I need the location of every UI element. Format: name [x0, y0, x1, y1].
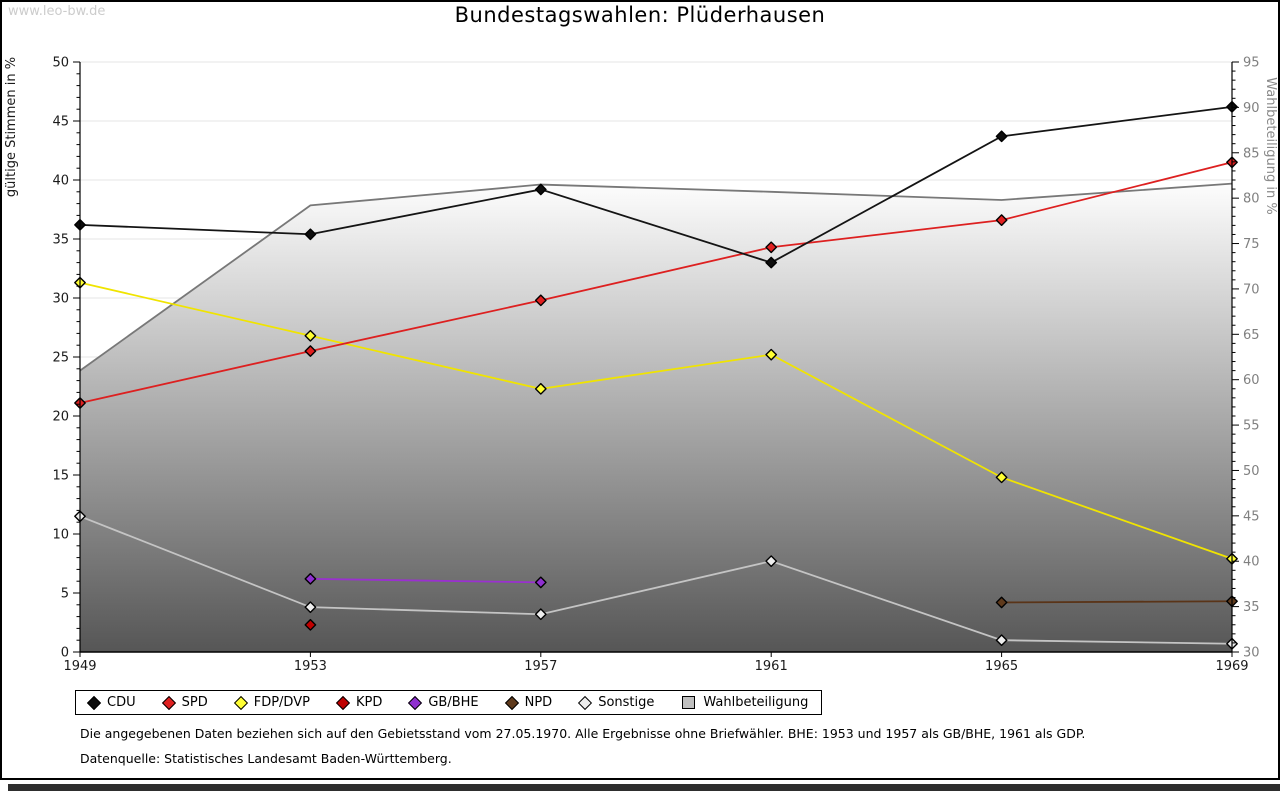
right-axis: 30 35 40 45 50 55 60 65 70 75 80 85 90 95Wahlbeteilig… — [1232, 56, 1278, 661]
left-axis-title: gültige Stimmen in % — [4, 57, 19, 197]
svg-text:45: 45 — [52, 115, 69, 130]
svg-text:35: 35 — [1243, 600, 1260, 615]
legend-label: SPD — [181, 695, 208, 710]
legend-diamond-marker — [408, 695, 423, 710]
data-point — [534, 382, 547, 395]
data-point — [995, 634, 1008, 647]
svg-text:70: 70 — [1243, 282, 1260, 297]
legend-diamond-marker — [335, 695, 351, 710]
legend-label: CDU — [107, 695, 136, 710]
data-point — [765, 241, 778, 254]
data-point — [534, 183, 547, 196]
election-line-chart: 0 5 10 15 20 25 30 35 40 45 50 gültige Stimmen in %… — [4, 56, 1278, 675]
legend-label: Wahlbeteiligung — [703, 695, 809, 710]
svg-text:35: 35 — [52, 233, 69, 248]
svg-text:40: 40 — [52, 174, 69, 189]
svg-text:25: 25 — [52, 351, 69, 366]
svg-text:1957: 1957 — [524, 659, 557, 674]
svg-text:5: 5 — [61, 587, 69, 602]
svg-text:40: 40 — [1243, 555, 1260, 570]
site-watermark: www.leo-bw.de — [8, 4, 106, 19]
series-gb-bhe — [304, 572, 547, 589]
svg-text:50: 50 — [52, 56, 69, 71]
data-point — [995, 130, 1008, 143]
data-point — [534, 608, 547, 621]
series-fdp-dvp — [74, 276, 1238, 565]
data-point — [995, 596, 1008, 609]
svg-text:45: 45 — [1243, 509, 1260, 524]
svg-text:85: 85 — [1243, 146, 1260, 161]
data-point — [304, 572, 317, 585]
svg-text:15: 15 — [52, 469, 69, 484]
data-point — [765, 256, 778, 269]
svg-text:1965: 1965 — [985, 659, 1018, 674]
legend-label: Sonstige — [598, 695, 655, 710]
svg-text:1961: 1961 — [755, 659, 788, 674]
legend-item-gb-bhe: GB/BHE — [408, 695, 479, 710]
legend-diamond-marker — [233, 695, 248, 710]
data-point — [304, 618, 317, 631]
legend-item-kpd: KPD — [335, 695, 383, 710]
legend-diamond-marker — [86, 695, 102, 710]
legend-diamond-marker — [161, 695, 176, 710]
series-kpd — [304, 618, 317, 631]
svg-text:80: 80 — [1243, 192, 1260, 207]
legend-item-fdp-dvp: FDP/DVP — [233, 695, 310, 710]
svg-text:20: 20 — [52, 410, 69, 425]
right-axis-title: Wahlbeteiligung in % — [1263, 77, 1278, 214]
footnote-data-source: Datenquelle: Statistisches Landesamt Bad… — [80, 751, 452, 766]
data-point — [304, 329, 317, 342]
legend-diamond-marker — [578, 695, 593, 710]
data-point — [304, 345, 317, 357]
legend-label: FDP/DVP — [253, 695, 310, 710]
data-point — [995, 471, 1008, 484]
svg-text:1969: 1969 — [1215, 659, 1248, 674]
data-point — [534, 294, 547, 307]
data-point — [304, 601, 317, 614]
footnote-geo-note: Die angegebenen Daten beziehen sich auf … — [80, 726, 1086, 741]
legend-label: NPD — [524, 695, 553, 710]
svg-text:55: 55 — [1243, 419, 1260, 434]
legend-item-wahlbeteiligung: Wahlbeteiligung — [682, 695, 808, 710]
data-point — [995, 214, 1008, 227]
legend-label: GB/BHE — [428, 695, 479, 710]
data-point — [304, 228, 317, 241]
svg-text:30: 30 — [52, 292, 69, 307]
svg-text:90: 90 — [1243, 101, 1260, 116]
series-spd — [74, 156, 1238, 409]
svg-text:30: 30 — [1243, 646, 1260, 661]
left-axis: 0 5 10 15 20 25 30 35 40 45 50 gültige Stimmen in % — [4, 56, 80, 661]
legend-item-sonstige: Sonstige — [578, 695, 655, 710]
legend-item-cdu: CDU — [86, 695, 136, 710]
svg-text:60: 60 — [1243, 373, 1260, 388]
svg-text:65: 65 — [1243, 328, 1260, 343]
svg-text:1949: 1949 — [63, 659, 96, 674]
data-point — [534, 576, 547, 589]
svg-text:0: 0 — [61, 646, 69, 661]
legend: CDU SPD FDP/DVP KPD GB/BHE NPD Sonstige Wahlbet… — [75, 690, 823, 715]
data-point — [765, 348, 778, 361]
bottom-edge-bar — [8, 784, 1280, 791]
legend-diamond-marker — [504, 695, 519, 710]
svg-text:1953: 1953 — [294, 659, 327, 674]
svg-text:95: 95 — [1243, 56, 1260, 71]
legend-label: KPD — [355, 695, 383, 710]
legend-square-marker — [682, 696, 696, 709]
x-axis: 1949 1953 1957 1961 1965 1969 — [63, 652, 1249, 674]
data-point — [765, 555, 778, 568]
chart-title: Bundestagswahlen: Plüderhausen — [454, 3, 826, 27]
legend-item-spd: SPD — [161, 695, 208, 710]
svg-text:50: 50 — [1243, 464, 1260, 479]
svg-text:75: 75 — [1243, 237, 1260, 252]
participation-area — [79, 182, 1233, 652]
legend-item-npd: NPD — [504, 695, 553, 710]
svg-text:10: 10 — [52, 528, 69, 543]
